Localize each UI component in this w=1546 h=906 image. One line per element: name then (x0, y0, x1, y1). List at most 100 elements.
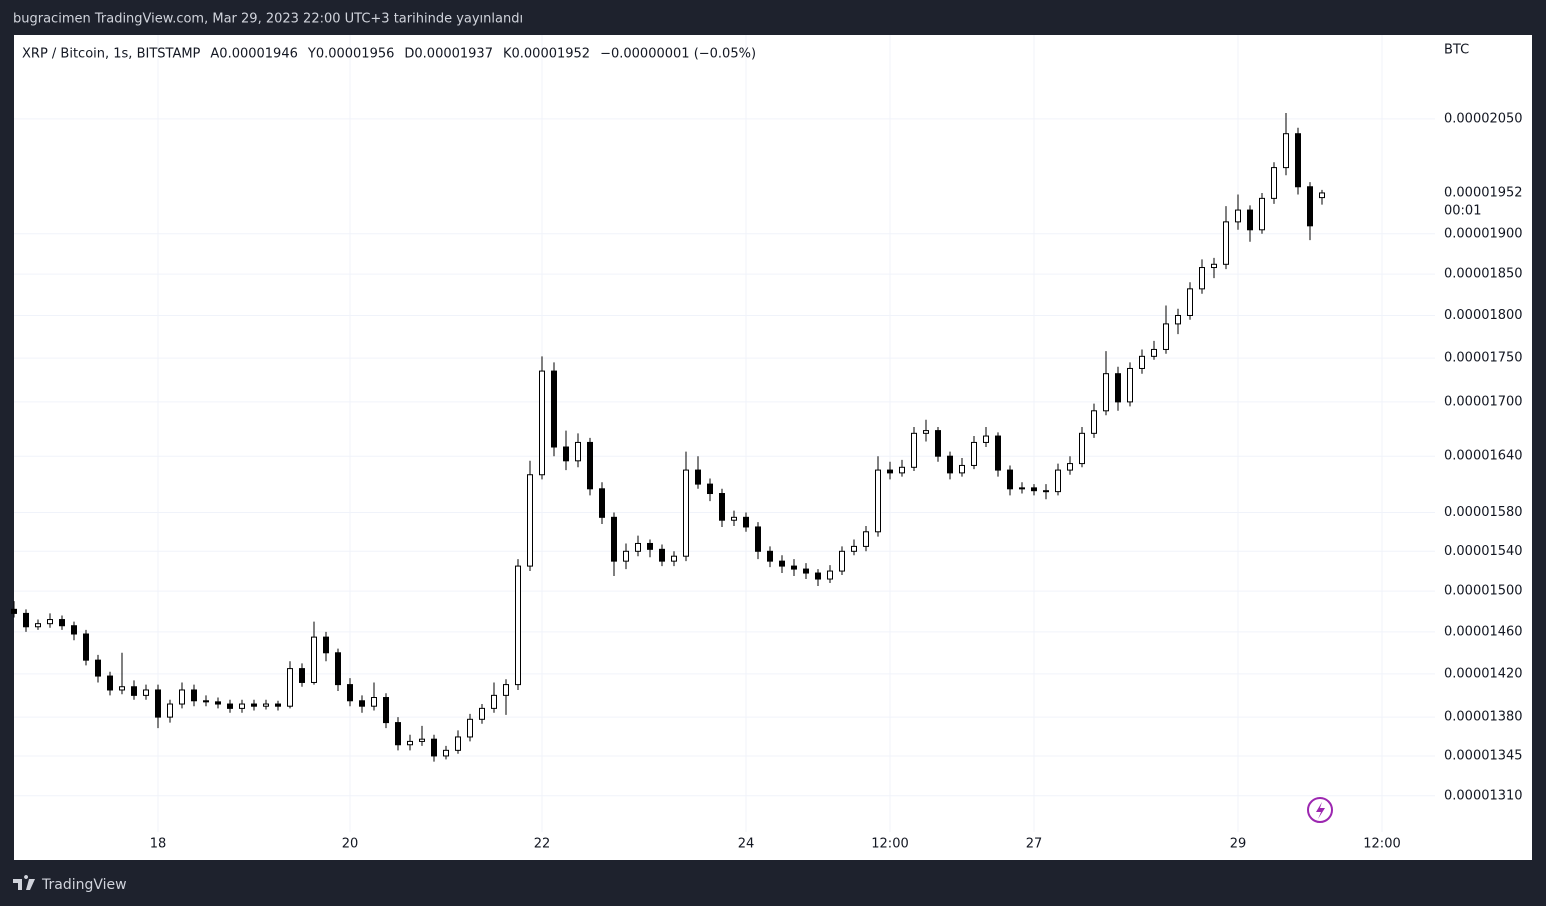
legend-value: D0.00001937 (404, 47, 493, 62)
candle-body (695, 469, 701, 485)
y-tick-label: 0.00001700 (1444, 394, 1523, 409)
candle-body (791, 565, 797, 570)
candle-body (467, 718, 473, 738)
legend-value: Y0.00001956 (307, 47, 395, 62)
candle-body (779, 560, 785, 567)
candle-body (1271, 167, 1277, 199)
candle-body (1319, 192, 1325, 199)
candle-body (203, 700, 209, 703)
symbol: XRP / Bitcoin, 1s, BITSTAMP (22, 47, 201, 62)
candle-body (167, 703, 173, 718)
legend-value: K0.00001952 (503, 47, 590, 62)
candle-body (827, 570, 833, 580)
candle-body (59, 619, 65, 627)
candle-body (359, 700, 365, 707)
y-tick-label: 0.00001310 (1444, 788, 1523, 803)
y-tick-label: 0.00001500 (1444, 584, 1523, 599)
candle-body (515, 565, 521, 686)
candle-body (1127, 367, 1133, 403)
candle-body (659, 548, 665, 562)
candle-body (311, 636, 317, 683)
candle-body (191, 689, 197, 702)
candle-body (563, 446, 569, 462)
candle-body (1223, 221, 1229, 265)
candle-body (1259, 197, 1265, 231)
candle-body (11, 608, 17, 614)
candle-body (143, 689, 149, 696)
candle-body (275, 703, 281, 707)
candle-body (1019, 487, 1025, 490)
candle-body (755, 526, 761, 552)
candle-body (263, 703, 269, 707)
candle-body (119, 686, 125, 691)
candle-body (935, 430, 941, 457)
candle-body (959, 464, 965, 474)
y-tick-label: 0.00001420 (1444, 666, 1523, 681)
candle-body (1307, 186, 1313, 227)
replay-icon (1307, 797, 1333, 823)
y-tick-label: 0.00001540 (1444, 544, 1523, 559)
candle-body (1055, 469, 1061, 493)
candle-body (287, 668, 293, 707)
candle-body (971, 441, 977, 466)
candle-body (1031, 487, 1037, 492)
y-tick-label: 0.00001750 (1444, 351, 1523, 366)
candle-body (1283, 133, 1289, 169)
y-tick-label: 0.00001345 (1444, 748, 1523, 763)
candle-body (179, 689, 185, 705)
candle-body (527, 474, 533, 567)
candle-body (875, 469, 881, 533)
candle-body (635, 542, 641, 552)
candle-body (47, 619, 53, 625)
x-tick-label: 12:00 (1363, 837, 1400, 852)
candle-body (71, 625, 77, 635)
candle-body (767, 550, 773, 562)
candle-body (1103, 373, 1109, 412)
candle-body (407, 740, 413, 746)
y-tick-label: 0.00002050 (1444, 111, 1523, 126)
candle-body (899, 466, 905, 474)
candle-body (587, 441, 593, 490)
x-tick-label: 20 (342, 837, 359, 852)
candle-body (851, 545, 857, 552)
candle-body (1115, 373, 1121, 403)
x-tick-label: 29 (1230, 837, 1247, 852)
candle-body (1211, 263, 1217, 269)
x-tick-label: 12:00 (871, 837, 908, 852)
candle-body (455, 736, 461, 751)
candle-body (803, 568, 809, 574)
candle-body (491, 694, 497, 709)
candle-body (1007, 469, 1013, 490)
x-tick-label: 18 (150, 837, 167, 852)
plot-background (14, 35, 1532, 860)
candle-body (227, 703, 233, 709)
y-tick-label: 0.00001900 (1444, 226, 1523, 241)
candle-body (995, 435, 1001, 471)
candle-body (839, 550, 845, 572)
y-tick-label: 0.00001380 (1444, 710, 1523, 725)
brand: TradingView (41, 877, 127, 893)
candle-body (131, 686, 137, 696)
candle-body (983, 435, 989, 443)
candle-body (887, 469, 893, 474)
candle-body (239, 703, 245, 709)
candle-body (251, 703, 257, 707)
candle-body (575, 441, 581, 462)
candle-body (1235, 209, 1241, 223)
candle-body (1067, 463, 1073, 471)
ohlc-legend: A0.00001946 Y0.00001956 D0.00001937 K0.0000… (210, 47, 756, 62)
candle-body (395, 722, 401, 746)
candle-body (479, 707, 485, 720)
candle-body (1079, 432, 1085, 465)
candle-body (443, 749, 449, 757)
candle-body (35, 623, 41, 628)
candle-body (611, 516, 617, 562)
candle-body (731, 516, 737, 521)
candles (11, 113, 1325, 762)
last-price-label: 0.00001952 (1444, 185, 1523, 200)
y-tick-label: 0.00001580 (1444, 505, 1523, 520)
y-tick-label: 0.00001800 (1444, 308, 1523, 323)
candle-body (947, 455, 953, 474)
